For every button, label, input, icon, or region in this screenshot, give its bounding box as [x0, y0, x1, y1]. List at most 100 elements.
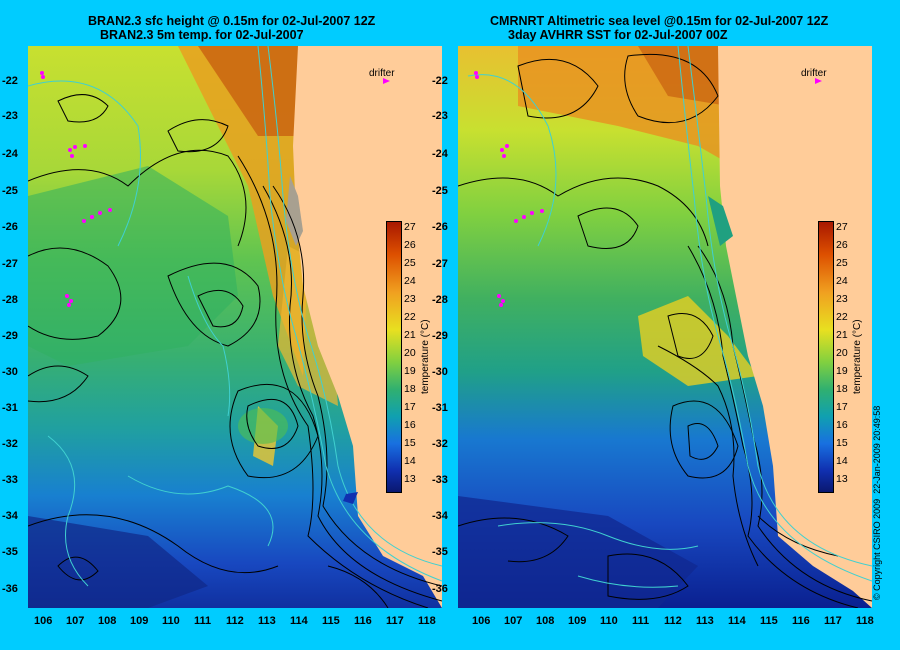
lat-tick: -34 [2, 510, 18, 522]
colorbar-label: 18 [836, 383, 848, 395]
colorbar-label: 16 [836, 419, 848, 431]
right-title-line1: CMRNRT Altimetric sea level @0.15m for 0… [490, 14, 829, 28]
lon-tick: 110 [162, 615, 180, 627]
colorbar-label: 22 [836, 311, 848, 323]
colorbar-label: 25 [836, 257, 848, 269]
lat-tick: -35 [432, 546, 448, 558]
lat-tick: -33 [432, 474, 448, 486]
colorbar-label: 22 [404, 311, 416, 323]
lon-tick: 113 [696, 615, 714, 627]
lon-tick: 115 [322, 615, 340, 627]
lon-tick: 116 [354, 615, 372, 627]
lat-tick: -22 [432, 75, 448, 87]
left-map-panel: drifter 27 26 25 24 23 22 21 20 19 18 17… [28, 46, 442, 608]
lon-tick: 109 [130, 615, 149, 627]
lat-tick: -34 [432, 510, 448, 522]
colorbar-label: 23 [836, 293, 848, 305]
colorbar-label: 13 [404, 473, 416, 485]
colorbar-label: 15 [836, 437, 848, 449]
lat-tick: -23 [2, 110, 18, 122]
lat-tick: -26 [432, 221, 448, 233]
lat-tick: -26 [2, 221, 18, 233]
lon-tick: 111 [632, 615, 650, 627]
colorbar [818, 221, 834, 493]
colorbar-label: 18 [404, 383, 416, 395]
lat-tick: -27 [2, 258, 18, 270]
colorbar-label: 16 [404, 419, 416, 431]
colorbar-title: temperature (°C) [420, 319, 431, 394]
lat-tick: -30 [432, 366, 448, 378]
lat-tick: -30 [2, 366, 18, 378]
copyright-text: © Copyright CSIRO 2009 [872, 498, 882, 600]
bathymetry-contours [28, 46, 442, 587]
lat-tick: -25 [432, 185, 448, 197]
land-australia [293, 46, 442, 608]
left-title-line2: BRAN2.3 5m temp. for 02-Jul-2007 [100, 28, 304, 42]
colorbar-label: 15 [404, 437, 416, 449]
colorbar-label: 19 [836, 365, 848, 377]
lat-tick: -27 [432, 258, 448, 270]
colorbar-label: 19 [404, 365, 416, 377]
colorbar-label: 14 [404, 455, 416, 467]
lat-tick: -32 [432, 438, 448, 450]
drifter-tracks [40, 71, 112, 307]
lon-tick: 114 [290, 615, 308, 627]
left-title-line1: BRAN2.3 sfc height @ 0.15m for 02-Jul-20… [88, 14, 376, 28]
colorbar-label: 21 [836, 329, 848, 341]
colorbar-label: 24 [404, 275, 416, 287]
colorbar-label: 21 [404, 329, 416, 341]
drifter-legend-marker [383, 78, 390, 84]
copyright-note: © Copyright CSIRO 2009 22-Jan-2009 20:49… [872, 406, 882, 600]
lat-tick: -31 [432, 402, 448, 414]
sea-level-contours [28, 94, 442, 608]
lon-tick: 108 [536, 615, 555, 627]
lat-tick: -28 [432, 294, 448, 306]
lon-tick: 115 [760, 615, 778, 627]
lon-tick: 110 [600, 615, 618, 627]
colorbar-label: 26 [404, 239, 416, 251]
drifter-legend-marker [815, 78, 822, 84]
lon-tick: 106 [472, 615, 491, 627]
lat-tick: -25 [2, 185, 18, 197]
lat-tick: -24 [432, 148, 448, 160]
colorbar-label: 27 [404, 221, 416, 233]
lon-tick: 107 [504, 615, 523, 627]
lat-tick: -36 [432, 583, 448, 595]
lat-tick: -23 [432, 110, 448, 122]
colorbar-title: temperature (°C) [852, 319, 863, 394]
colorbar-label: 23 [404, 293, 416, 305]
lat-tick: -29 [2, 330, 18, 342]
colorbar-label: 14 [836, 455, 848, 467]
lon-tick: 111 [194, 615, 212, 627]
left-map [28, 46, 442, 608]
right-map-panel: drifter 27 26 25 24 23 22 21 20 19 18 17… [458, 46, 872, 608]
drifter-tracks [474, 71, 544, 307]
lon-tick: 113 [258, 615, 276, 627]
colorbar-label: 24 [836, 275, 848, 287]
colorbar-label: 27 [836, 221, 848, 233]
lat-tick: -28 [2, 294, 18, 306]
drifter-legend-label: drifter [801, 68, 827, 79]
lat-tick: -31 [2, 402, 18, 414]
lat-tick: -32 [2, 438, 18, 450]
colorbar-label: 17 [836, 401, 848, 413]
lon-tick: 117 [386, 615, 404, 627]
right-title-line2: 3day AVHRR SST for 02-Jul-2007 00Z [508, 28, 728, 42]
colorbar-label: 13 [836, 473, 848, 485]
right-map [458, 46, 872, 608]
colorbar-label: 20 [404, 347, 416, 359]
lon-tick: 116 [792, 615, 810, 627]
lat-tick: -22 [2, 75, 18, 87]
lat-tick: -35 [2, 546, 18, 558]
lon-tick: 107 [66, 615, 85, 627]
lat-tick: -33 [2, 474, 18, 486]
drifter-legend-label: drifter [369, 68, 395, 79]
colorbar-label: 26 [836, 239, 848, 251]
colorbar-label: 20 [836, 347, 848, 359]
lon-tick: 112 [226, 615, 244, 627]
lat-tick: -29 [432, 330, 448, 342]
lat-tick: -24 [2, 148, 18, 160]
lon-tick: 117 [824, 615, 842, 627]
lon-tick: 118 [856, 615, 874, 627]
lat-tick: -36 [2, 583, 18, 595]
